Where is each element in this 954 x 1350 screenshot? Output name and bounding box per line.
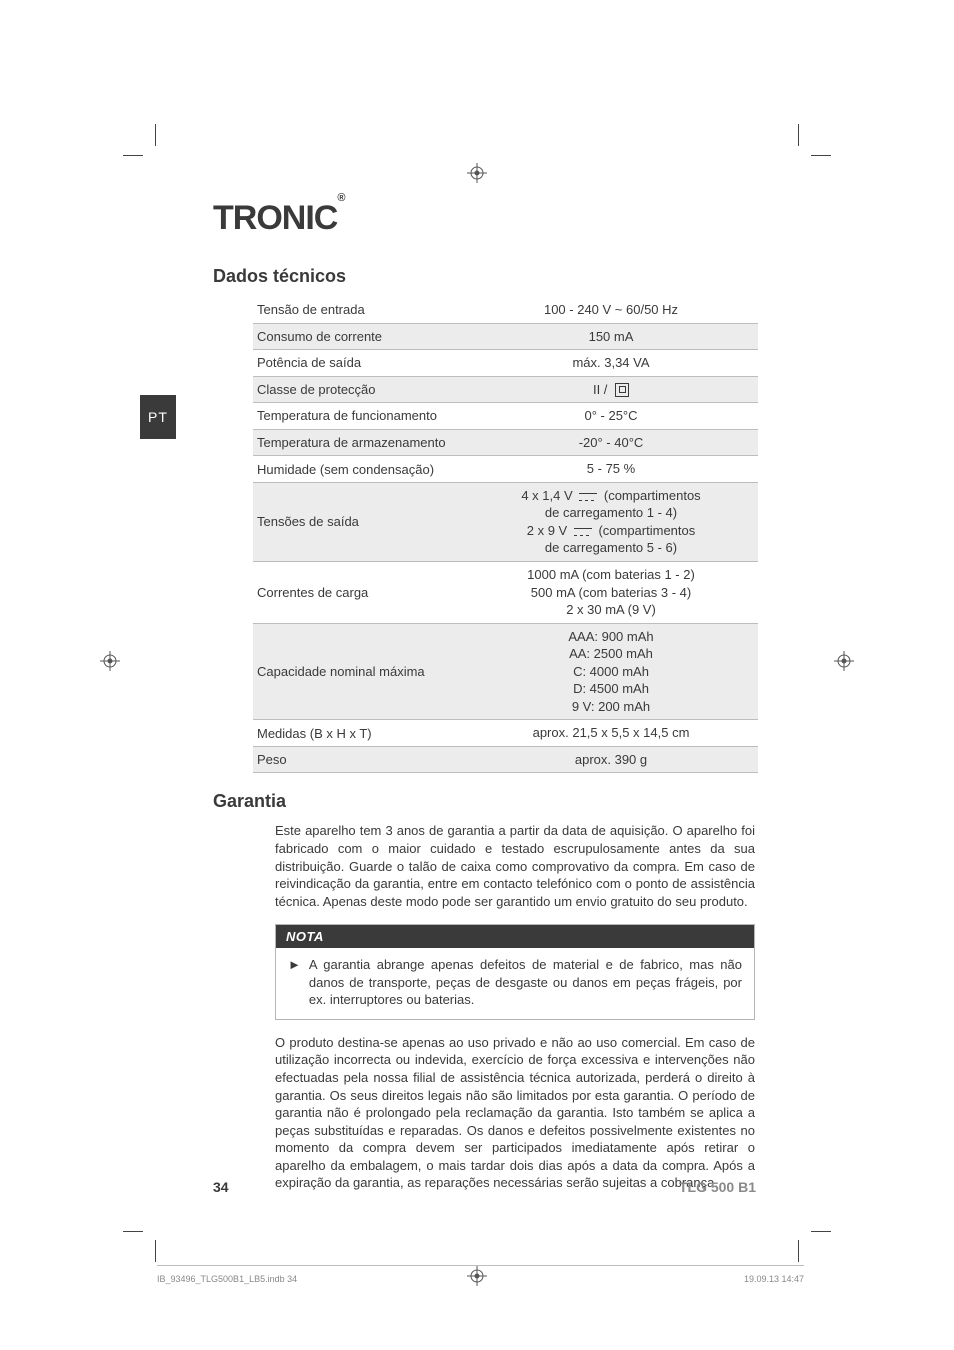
spec-label: Capacidade nominal máxima: [253, 623, 468, 720]
spec-label: Humidade (sem condensação): [253, 456, 468, 483]
page-content: TRONIC® Dados técnicos Tensão de entrada…: [155, 155, 800, 1195]
spec-table: Tensão de entrada100 - 240 V ~ 60/50 HzC…: [253, 297, 758, 773]
spec-value-line: 9 V: 200 mAh: [472, 698, 750, 716]
spec-value-line: D: 4500 mAh: [472, 680, 750, 698]
spec-row: Capacidade nominal máximaAAA: 900 mAhAA:…: [253, 623, 758, 720]
brand-text: TRONIC: [213, 199, 337, 237]
spec-value-line: 500 mA (com baterias 3 - 4): [472, 584, 750, 602]
dc-symbol-icon: [579, 493, 597, 501]
crop-mark: [123, 1231, 143, 1232]
spec-label: Tensões de saída: [253, 482, 468, 561]
crop-mark: [798, 124, 799, 146]
dc-symbol-icon: [574, 528, 592, 536]
warranty-paragraph: Este aparelho tem 3 anos de garantia a p…: [275, 822, 755, 910]
spec-value-line: AAA: 900 mAh: [472, 628, 750, 646]
spec-value: AAA: 900 mAhAA: 2500 mAhC: 4000 mAhD: 45…: [468, 623, 758, 720]
spec-row: Classe de protecçãoII /: [253, 376, 758, 403]
spec-value-line: 1000 mA (com baterias 1 - 2): [472, 566, 750, 584]
spec-value-line: de carregamento 1 - 4): [472, 504, 750, 522]
model-code: TLG 500 B1: [679, 1179, 756, 1195]
spec-value: 4 x 1,4 V (compartimentosde carregamento…: [468, 482, 758, 561]
spec-value-line: C: 4000 mAh: [472, 663, 750, 681]
spec-label: Temperatura de funcionamento: [253, 403, 468, 430]
imposition-footer-right: 19.09.13 14:47: [744, 1274, 804, 1284]
page-number: 34: [213, 1179, 229, 1195]
spec-label: Temperatura de armazenamento: [253, 429, 468, 456]
spec-value-line: aprox. 21,5 x 5,5 x 14,5 cm: [472, 724, 750, 742]
specs-heading: Dados técnicos: [213, 266, 800, 287]
spec-value-line: máx. 3,34 VA: [472, 354, 750, 372]
spec-value: -20° - 40°C: [468, 429, 758, 456]
footer-rule: [157, 1265, 804, 1266]
spec-label: Medidas (B x H x T): [253, 720, 468, 747]
spec-row: Consumo de corrente150 mA: [253, 323, 758, 350]
bullet-icon: ►: [288, 956, 301, 1009]
spec-label: Correntes de carga: [253, 562, 468, 624]
class-ii-symbol-icon: [615, 383, 629, 397]
spec-value-line: 5 - 75 %: [472, 460, 750, 478]
spec-value: aprox. 21,5 x 5,5 x 14,5 cm: [468, 720, 758, 747]
registration-icon: [834, 651, 854, 671]
spec-label: Classe de protecção: [253, 376, 468, 403]
spec-value-line: aprox. 390 g: [472, 751, 750, 769]
spec-row: Correntes de carga1000 mA (com baterias …: [253, 562, 758, 624]
spec-value-line: 2 x 30 mA (9 V): [472, 601, 750, 619]
spec-value-line: 2 x 9 V (compartimentos: [472, 522, 750, 540]
spec-value: 1000 mA (com baterias 1 - 2)500 mA (com …: [468, 562, 758, 624]
crop-mark: [811, 1231, 831, 1232]
note-text: A garantia abrange apenas defeitos de ma…: [309, 956, 742, 1009]
spec-value: 150 mA: [468, 323, 758, 350]
registration-icon: [467, 1266, 487, 1286]
crop-mark: [155, 1240, 156, 1262]
spec-label: Tensão de entrada: [253, 297, 468, 323]
spec-value: aprox. 390 g: [468, 746, 758, 773]
note-box: NOTA ► A garantia abrange apenas defeito…: [275, 924, 755, 1020]
note-title: NOTA: [276, 925, 754, 948]
crop-mark: [155, 124, 156, 146]
registration-icon: [100, 651, 120, 671]
spec-value-line: II /: [472, 381, 750, 399]
spec-label: Potência de saída: [253, 350, 468, 377]
spec-row: Temperatura de funcionamento0° - 25°C: [253, 403, 758, 430]
warranty-heading: Garantia: [213, 791, 800, 812]
spec-value: 0° - 25°C: [468, 403, 758, 430]
spec-row: Temperatura de armazenamento-20° - 40°C: [253, 429, 758, 456]
spec-label: Peso: [253, 746, 468, 773]
spec-value-line: AA: 2500 mAh: [472, 645, 750, 663]
spec-row: Humidade (sem condensação)5 - 75 %: [253, 456, 758, 483]
spec-value: II /: [468, 376, 758, 403]
crop-mark: [123, 155, 143, 156]
warranty-paragraph: O produto destina-se apenas ao uso priva…: [275, 1034, 755, 1192]
spec-value: máx. 3,34 VA: [468, 350, 758, 377]
spec-value-line: de carregamento 5 - 6): [472, 539, 750, 557]
spec-value-line: -20° - 40°C: [472, 434, 750, 452]
spec-row: Pesoaprox. 390 g: [253, 746, 758, 773]
brand-registered: ®: [337, 192, 344, 204]
imposition-footer-left: IB_93496_TLG500B1_LB5.indb 34: [157, 1274, 297, 1284]
spec-label: Consumo de corrente: [253, 323, 468, 350]
spec-value-line: 100 - 240 V ~ 60/50 Hz: [472, 301, 750, 319]
spec-row: Tensão de entrada100 - 240 V ~ 60/50 Hz: [253, 297, 758, 323]
crop-mark: [811, 155, 831, 156]
spec-value-line: 0° - 25°C: [472, 407, 750, 425]
spec-value: 5 - 75 %: [468, 456, 758, 483]
spec-row: Potência de saídamáx. 3,34 VA: [253, 350, 758, 377]
spec-row: Tensões de saída4 x 1,4 V (compartimento…: [253, 482, 758, 561]
spec-value-line: 4 x 1,4 V (compartimentos: [472, 487, 750, 505]
brand-logo: TRONIC®: [213, 199, 800, 238]
spec-row: Medidas (B x H x T)aprox. 21,5 x 5,5 x 1…: [253, 720, 758, 747]
spec-value: 100 - 240 V ~ 60/50 Hz: [468, 297, 758, 323]
spec-value-line: 150 mA: [472, 328, 750, 346]
crop-mark: [798, 1240, 799, 1262]
note-body: ► A garantia abrange apenas defeitos de …: [276, 948, 754, 1019]
